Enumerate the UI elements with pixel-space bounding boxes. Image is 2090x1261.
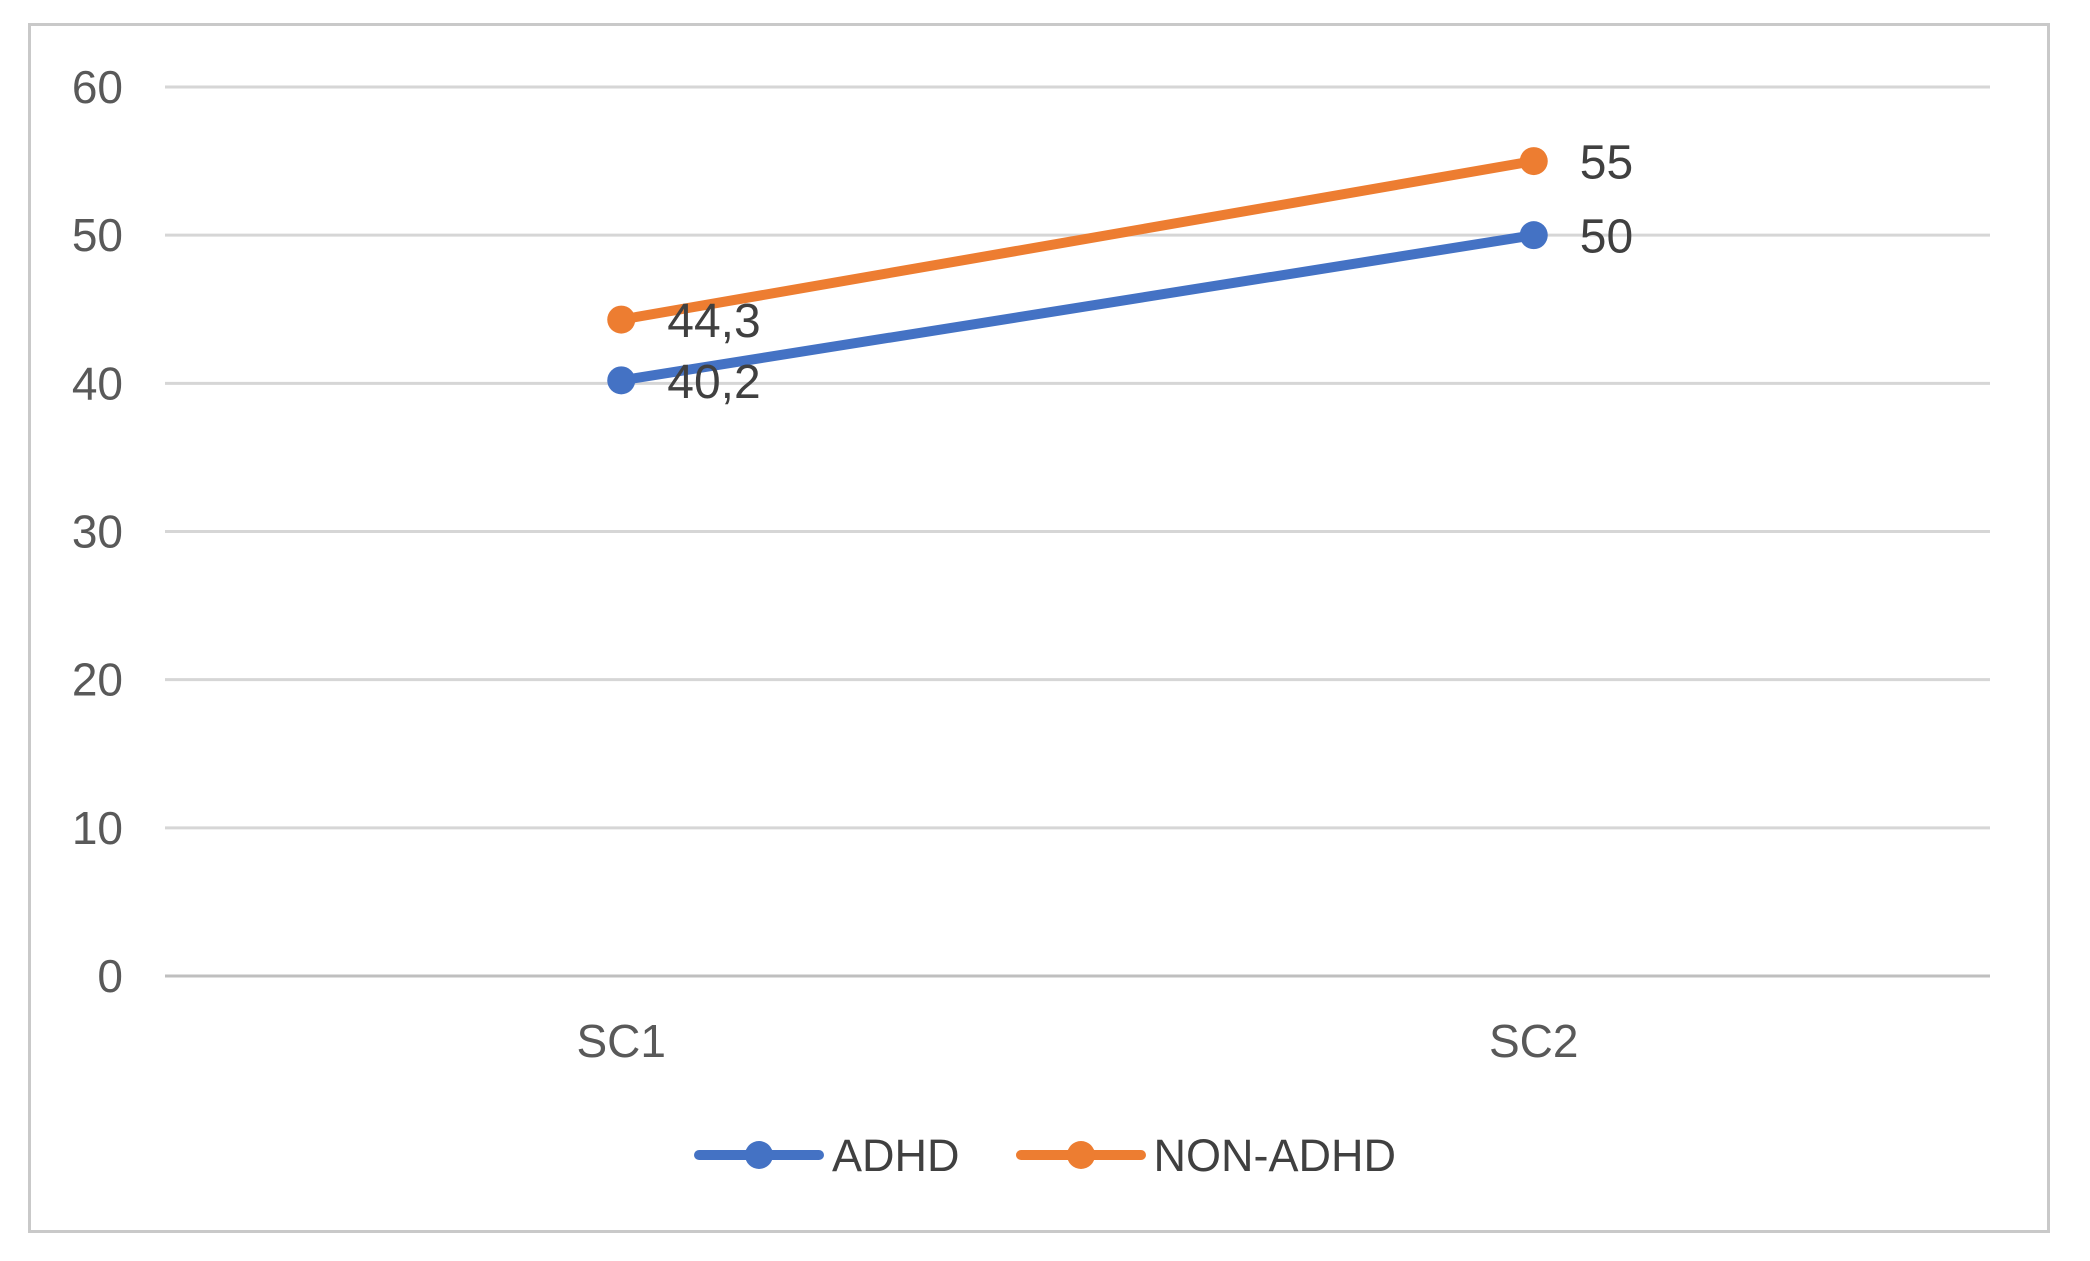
series-marker-adhd — [607, 366, 636, 395]
y-tick-label: 60 — [72, 61, 123, 113]
y-tick-label: 10 — [72, 802, 123, 854]
legend-line-marker-icon — [693, 1140, 824, 1170]
data-label: 44,3 — [667, 295, 760, 348]
y-tick-label: 0 — [97, 950, 123, 1002]
legend: ADHD NON-ADHD — [0, 1122, 2090, 1188]
y-tick-label: 40 — [72, 357, 123, 409]
series-marker-adhd — [1519, 221, 1548, 250]
series-line-adhd — [616, 230, 1539, 386]
series-line-non-adhd — [616, 156, 1539, 325]
y-tick-label: 50 — [72, 209, 123, 261]
y-tick-label: 20 — [72, 654, 123, 706]
legend-label-adhd: ADHD — [831, 1129, 960, 1181]
series-marker-non-adhd — [607, 305, 636, 334]
legend-marker-icon — [1066, 1141, 1095, 1169]
data-label: 50 — [1580, 211, 1633, 264]
x-category-label: SC1 — [577, 1015, 666, 1067]
data-label: 40,2 — [667, 356, 760, 409]
series-marker-non-adhd — [1519, 147, 1548, 176]
legend-label-non-adhd: NON-ADHD — [1153, 1129, 1397, 1181]
legend-item-adhd: ADHD — [693, 1129, 960, 1181]
data-label: 55 — [1580, 137, 1633, 190]
legend-item-non-adhd: NON-ADHD — [1015, 1129, 1397, 1181]
x-category-label: SC2 — [1489, 1015, 1578, 1067]
legend-line-marker-icon — [1015, 1140, 1146, 1170]
legend-marker-icon — [744, 1141, 773, 1169]
y-tick-label: 30 — [72, 506, 123, 558]
